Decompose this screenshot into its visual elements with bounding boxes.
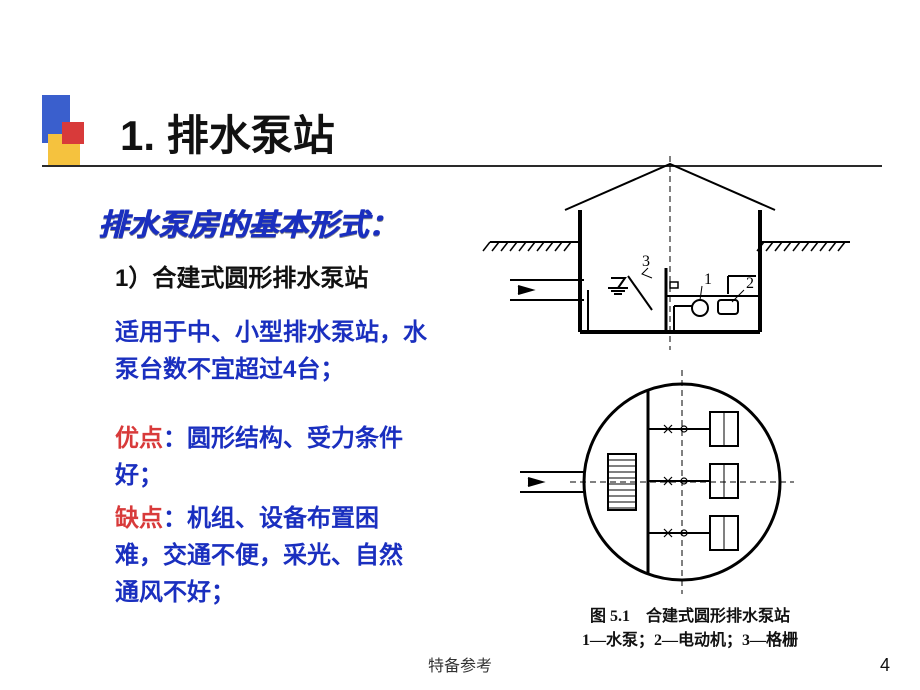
page-number: 4 (880, 655, 890, 676)
caption-line-1: 图 5.1 合建式圆形排水泵站 (560, 605, 820, 629)
svg-text:2: 2 (746, 275, 754, 292)
item-heading: 1）合建式圆形排水泵站 (115, 258, 368, 293)
slide-title: 1. 排水泵站 (120, 102, 335, 163)
disadvantage-text: 缺点：机组、设备布置困难，交通不便，采光、自然通风不好； (115, 500, 425, 612)
figure-diagram: 3 1 2 (470, 150, 878, 630)
slide-subtitle: 排水泵房的基本形式： (98, 200, 398, 244)
footer-note: 特备参考 (0, 652, 920, 676)
figure-caption: 图 5.1 合建式圆形排水泵站 1—水泵；2—电动机；3—格栅 (560, 605, 820, 653)
advantage-lead: 优点 (115, 425, 163, 452)
disadvantage-lead: 缺点 (115, 505, 163, 532)
caption-line-2: 1—水泵；2—电动机；3—格栅 (560, 629, 820, 653)
decor-red (62, 122, 84, 144)
svg-text:3: 3 (642, 253, 650, 270)
advantage-text: 优点：圆形结构、受力条件好； (115, 420, 415, 494)
description-text: 适用于中、小型排水泵站，水泵台数不宜超过4台； (115, 314, 435, 388)
svg-text:1: 1 (704, 271, 712, 288)
